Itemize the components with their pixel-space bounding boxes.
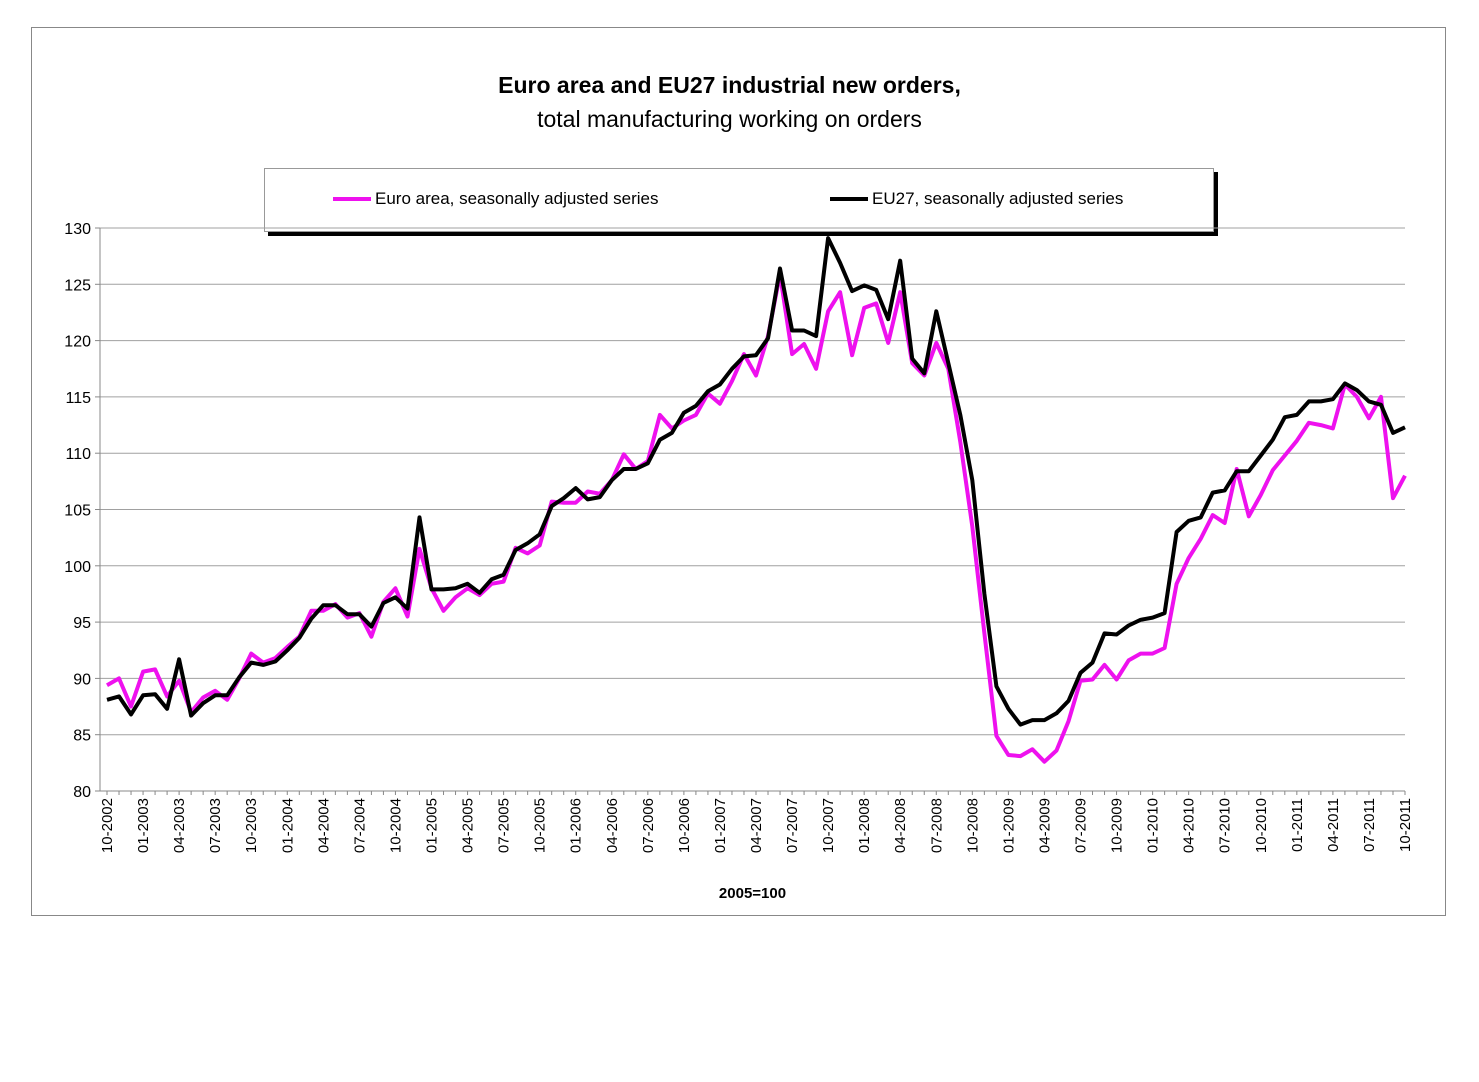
x-tick-label: 07-2006	[640, 798, 657, 853]
legend-label-euro-area: Euro area, seasonally adjusted series	[375, 189, 659, 208]
y-tick-label: 125	[64, 277, 91, 294]
legend: Euro area, seasonally adjusted series EU…	[264, 168, 1214, 232]
chart-frame: Euro area and EU27 industrial new orders…	[31, 27, 1446, 916]
legend-item-eu27: EU27, seasonally adjusted series	[830, 189, 1123, 209]
y-tick-label: 95	[73, 615, 91, 632]
y-tick-label: 90	[73, 671, 91, 688]
x-tick-label: 04-2007	[748, 798, 765, 853]
legend-swatch-eu27	[830, 197, 868, 201]
x-tick-label: 07-2008	[928, 798, 945, 853]
legend-label-eu27: EU27, seasonally adjusted series	[872, 189, 1124, 208]
x-tick-label: 04-2005	[460, 798, 477, 853]
y-tick-label: 105	[64, 503, 91, 520]
x-tick-label: 10-2011	[1397, 798, 1414, 852]
x-tick-label: 10-2005	[532, 798, 549, 853]
x-tick-label: 04-2006	[604, 798, 621, 853]
x-tick-label: 07-2010	[1217, 798, 1234, 853]
x-tick-label: 07-2011	[1361, 798, 1378, 852]
legend-item-euro-area: Euro area, seasonally adjusted series	[333, 189, 659, 209]
y-tick-label: 85	[73, 728, 91, 745]
x-tick-label: 01-2010	[1145, 798, 1162, 853]
series-line-euro-area	[106, 272, 1407, 764]
y-tick-label: 80	[73, 784, 91, 801]
y-tick-label: 130	[64, 221, 91, 238]
x-tick-label: 01-2008	[856, 798, 873, 853]
x-tick-label: 07-2003	[207, 798, 224, 853]
x-tick-label: 07-2007	[784, 798, 801, 853]
x-tick-label: 07-2004	[351, 798, 368, 853]
x-tick-label: 10-2009	[1109, 798, 1126, 853]
x-tick-label: 10-2007	[820, 798, 837, 853]
x-tick-label: 07-2005	[496, 798, 513, 853]
x-tick-label: 04-2004	[315, 798, 332, 853]
x-tick-label: 04-2011	[1325, 798, 1342, 852]
x-tick-label: 10-2008	[964, 798, 981, 853]
x-axis-title: 2005=100	[718, 885, 787, 902]
x-tick-label: 01-2007	[712, 798, 729, 853]
y-tick-label: 100	[64, 559, 91, 576]
x-tick-label: 04-2009	[1036, 798, 1053, 853]
x-tick-label: 10-2006	[676, 798, 693, 853]
x-tick-label: 01-2011	[1289, 798, 1306, 852]
x-tick-label: 01-2003	[135, 798, 152, 853]
x-tick-label: 10-2002	[99, 798, 116, 853]
chart-subtitle: total manufacturing working on orders	[537, 106, 922, 132]
legend-swatch-euro-area	[333, 197, 371, 201]
x-tick-label: 01-2006	[568, 798, 585, 853]
x-tick-label: 01-2005	[424, 798, 441, 853]
x-tick-label: 10-2004	[387, 798, 404, 853]
x-tick-label: 01-2009	[1000, 798, 1017, 853]
chart-title: Euro area and EU27 industrial new orders…	[498, 72, 961, 98]
x-tick-label: 10-2003	[243, 798, 260, 853]
x-tick-label: 04-2008	[892, 798, 909, 853]
x-tick-label: 10-2010	[1253, 798, 1270, 853]
y-tick-label: 110	[65, 446, 91, 463]
x-tick-label: 04-2003	[171, 798, 188, 853]
series-line-eu27	[106, 236, 1406, 727]
x-tick-label: 04-2010	[1181, 798, 1198, 853]
y-tick-label: 120	[64, 334, 91, 351]
y-tick-label: 115	[65, 390, 91, 407]
x-tick-label: 01-2004	[279, 798, 296, 853]
x-tick-label: 07-2009	[1073, 798, 1090, 853]
